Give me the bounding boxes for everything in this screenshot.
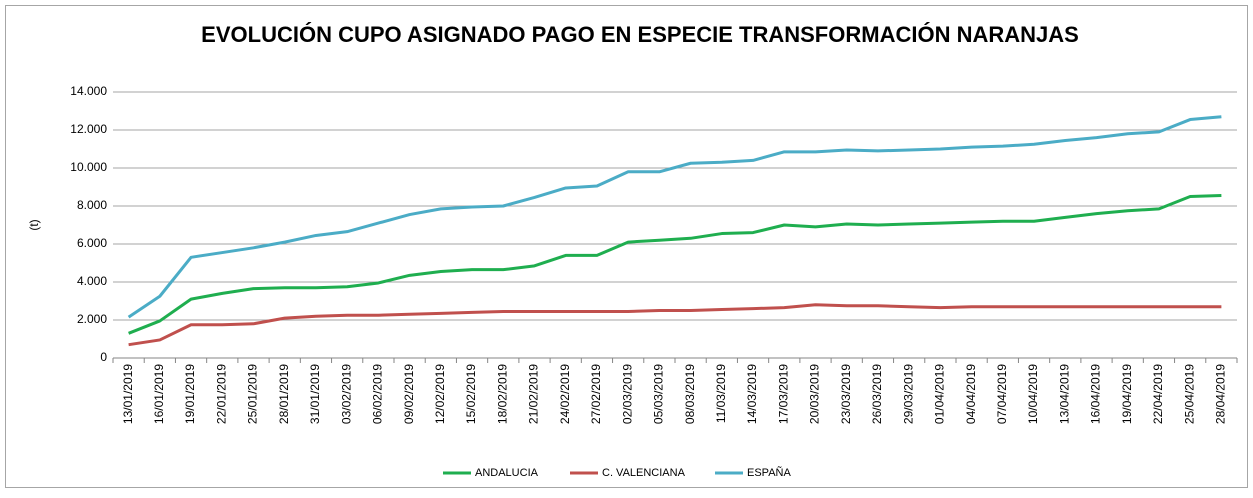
x-tick-label: 16/04/2019 <box>1089 364 1103 424</box>
x-tick-label: 31/01/2019 <box>308 364 322 424</box>
x-tick-label: 25/04/2019 <box>1182 364 1196 424</box>
series-line <box>128 303 1222 347</box>
y-tick-label: 12.000 <box>70 122 107 136</box>
x-tick-label: 11/03/2019 <box>714 364 728 423</box>
x-tick-label: 01/04/2019 <box>933 364 947 424</box>
x-tick-label: 18/02/2019 <box>495 364 509 424</box>
x-tick-label: 28/04/2019 <box>1214 364 1228 424</box>
x-tick-label: 20/03/2019 <box>808 364 822 424</box>
x-tick-label: 29/03/2019 <box>901 364 915 424</box>
chart-title: EVOLUCIÓN CUPO ASIGNADO PAGO EN ESPECIE … <box>201 22 1079 47</box>
x-tick-label: 23/03/2019 <box>839 364 853 424</box>
x-tick-label: 13/04/2019 <box>1057 364 1071 424</box>
x-tick-label: 19/01/2019 <box>183 364 197 424</box>
x-tick-label: 28/01/2019 <box>277 364 291 424</box>
chart-border <box>5 5 1248 488</box>
x-tick-label: 07/04/2019 <box>995 364 1009 424</box>
legend-label: ANDALUCIA <box>475 467 539 479</box>
legend-label: C. VALENCIANA <box>602 467 686 479</box>
x-tick-label: 03/02/2019 <box>339 364 353 424</box>
y-tick-label: 0 <box>100 350 107 364</box>
x-tick-label: 24/02/2019 <box>558 364 572 424</box>
y-tick-label: 4.000 <box>77 274 107 288</box>
series-line <box>128 194 1222 335</box>
x-tick-label: 17/03/2019 <box>776 364 790 424</box>
x-tick-label: 09/02/2019 <box>402 364 416 424</box>
x-tick-label: 22/04/2019 <box>1151 364 1165 424</box>
x-tick-label: 26/03/2019 <box>870 364 884 424</box>
y-axis-label: (t) <box>27 219 41 230</box>
x-tick-label: 10/04/2019 <box>1026 364 1040 424</box>
x-tick-label: 22/01/2019 <box>214 364 228 424</box>
x-tick-label: 21/02/2019 <box>527 364 541 424</box>
x-tick-label: 19/04/2019 <box>1120 364 1134 424</box>
x-tick-label: 08/03/2019 <box>683 364 697 424</box>
x-tick-label: 15/02/2019 <box>464 364 478 424</box>
x-tick-label: 02/03/2019 <box>620 364 634 424</box>
x-tick-label: 13/01/2019 <box>121 364 135 424</box>
y-tick-label: 6.000 <box>77 236 107 250</box>
series-line <box>127 115 1222 319</box>
x-tick-label: 06/02/2019 <box>371 364 385 424</box>
x-tick-label: 25/01/2019 <box>246 364 260 424</box>
x-tick-label: 16/01/2019 <box>152 364 166 424</box>
x-tick-label: 27/02/2019 <box>589 364 603 424</box>
y-tick-label: 10.000 <box>70 160 107 174</box>
legend-label: ESPAÑA <box>747 466 791 479</box>
x-tick-label: 04/04/2019 <box>964 364 978 424</box>
x-tick-label: 14/03/2019 <box>745 364 759 424</box>
y-tick-label: 14.000 <box>70 84 107 98</box>
x-tick-label: 05/03/2019 <box>652 364 666 424</box>
x-tick-label: 12/02/2019 <box>433 364 447 424</box>
y-tick-label: 8.000 <box>77 198 107 212</box>
y-tick-label: 2.000 <box>77 312 107 326</box>
